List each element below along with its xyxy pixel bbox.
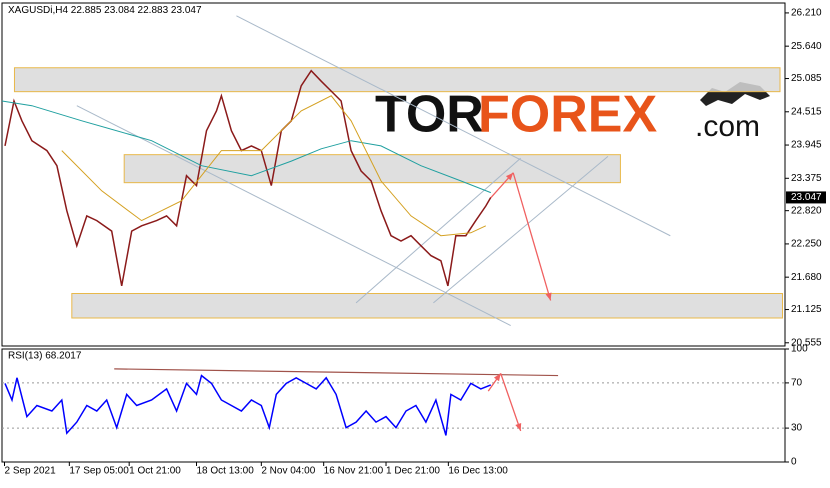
y-tick-label: 21.125 [791,304,822,315]
arrow-head [505,172,514,181]
y-tick-label: 21.680 [791,272,822,283]
x-tick-label: 16 Nov 21:00 [324,466,384,477]
series-line [61,95,487,237]
series-line [4,374,492,436]
x-tick-label: 18 Oct 13:00 [197,466,255,477]
zone [71,293,784,319]
logo-com: .com [695,110,760,143]
header: XAGUSDi,H4 22.885 23.084 22.883 23.047 [8,5,202,16]
symbol: XAGUSDi,H4 [8,5,68,16]
arrow [512,172,552,301]
y-tick-label: 25.085 [791,73,822,84]
y-tick-label: 25.640 [791,41,822,52]
close: 23.047 [171,5,202,16]
trend-line [76,105,511,327]
x-tick-label: 1 Oct 21:00 [129,466,181,477]
price-label: 23.047 [791,192,822,203]
series-line [1,100,491,194]
x-tick-label: 2 Nov 04:00 [261,466,315,477]
x-tick-label: 16 Dec 13:00 [448,466,508,477]
y-tick-label: 30 [791,423,803,434]
price-label-bg [786,191,826,204]
plot-frame [1,2,786,347]
high: 23.084 [104,5,135,16]
trend-line [236,15,671,237]
y-tick-label: 22.250 [791,239,822,250]
arrow [500,373,522,432]
y-tick-label: 24.515 [791,106,822,117]
logo-forex: FOREX [478,86,657,144]
rsi-title: RSI(13) 68.2017 [8,351,82,362]
y-tick-label: 22.820 [791,205,822,216]
y-tick-label: 23.945 [791,140,822,151]
x-tick-label: 2 Sep 2021 [4,466,56,477]
y-tick-label: 0 [791,457,797,468]
low: 22.883 [138,5,169,16]
y-tick-label: 26.210 [791,8,822,19]
y-tick-label: 23.375 [791,173,822,184]
trend-line [114,368,559,377]
trend-line [433,156,609,304]
zone [13,67,781,93]
x-tick-label: 1 Dec 21:00 [386,466,440,477]
series-line [4,69,492,287]
trend-line [355,157,522,304]
y-tick-label: 100 [791,344,808,355]
y-tick-label: 20.555 [791,337,822,348]
open: 22.885 [71,5,102,16]
arrow-head [545,292,552,301]
plot-frame [1,348,786,463]
arrow-head [493,373,501,382]
x-tick-label: 17 Sep 05:00 [69,466,129,477]
arrow-head [515,422,522,431]
y-tick-label: 70 [791,378,803,389]
